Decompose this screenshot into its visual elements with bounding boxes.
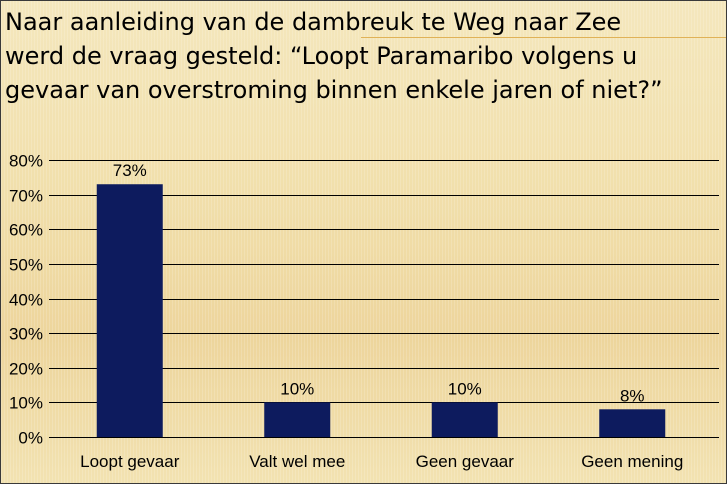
y-tick-label: 20%	[9, 360, 43, 379]
title-accent-line	[361, 37, 726, 38]
y-tick-label: 40%	[9, 291, 43, 310]
x-category-label: Geen gevaar	[416, 452, 515, 471]
data-label: 8%	[620, 386, 645, 405]
y-tick-label: 50%	[9, 256, 43, 275]
y-tick-label: 30%	[9, 325, 43, 344]
x-category-label: Geen mening	[581, 452, 683, 471]
bar	[599, 409, 666, 437]
slide-title: Naar aanleiding van de dambreuk te Weg n…	[5, 8, 663, 104]
bars	[96, 184, 666, 437]
bar	[264, 402, 331, 437]
y-axis-tick-labels: 0% 10% 20% 30% 40% 50% 60% 70% 80%	[9, 152, 43, 448]
x-axis-category-labels: Loopt gevaar Valt wel mee Geen gevaar Geen …	[80, 452, 683, 471]
y-tick-label: 80%	[9, 152, 43, 171]
y-tick-label: 70%	[9, 187, 43, 206]
y-tick-label: 0%	[18, 429, 43, 448]
y-tick-label: 60%	[9, 221, 43, 240]
bar	[96, 184, 163, 437]
x-category-label: Valt wel mee	[249, 452, 345, 471]
y-tick-label: 10%	[9, 394, 43, 413]
data-label: 10%	[448, 379, 482, 398]
data-label: 73%	[113, 161, 147, 180]
data-labels: 73% 10% 10% 8%	[113, 161, 645, 405]
bar	[431, 402, 498, 437]
data-label: 10%	[280, 379, 314, 398]
x-category-label: Loopt gevaar	[80, 452, 180, 471]
